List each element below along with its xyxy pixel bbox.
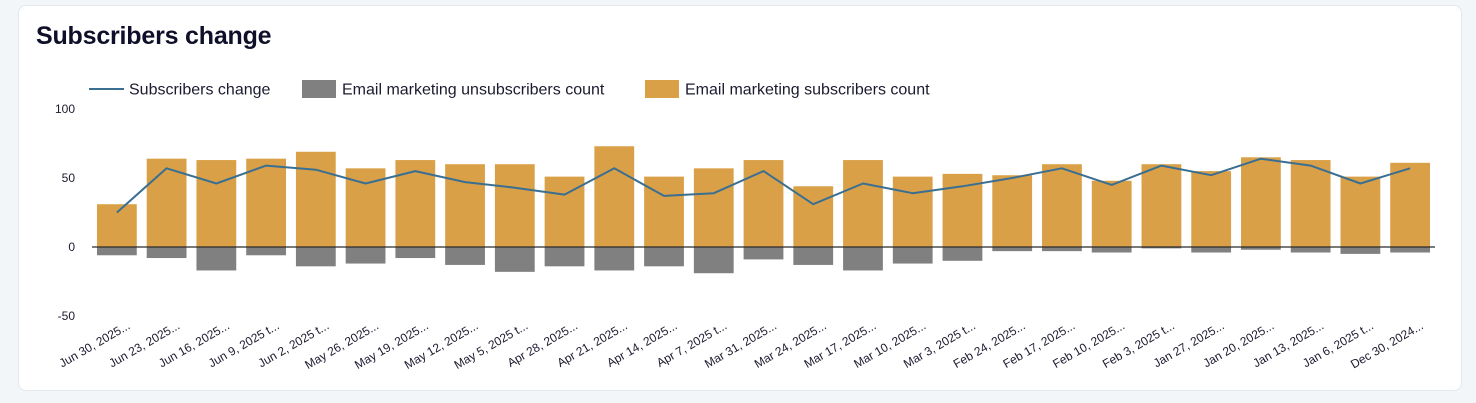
bar-unsubscribers[interactable]: [295, 247, 336, 267]
bar-unsubscribers[interactable]: [892, 247, 933, 264]
bar-unsubscribers[interactable]: [1340, 247, 1381, 254]
bar-unsubscribers[interactable]: [594, 247, 635, 271]
bar-unsubscribers[interactable]: [843, 247, 883, 271]
bar-unsubscribers[interactable]: [345, 247, 386, 264]
bar-unsubscribers[interactable]: [1042, 247, 1082, 252]
bar-unsubscribers[interactable]: [992, 247, 1033, 252]
bar-subscribers[interactable]: [594, 146, 635, 247]
bar-subscribers[interactable]: [1141, 164, 1182, 247]
card-title: Subscribers change: [36, 22, 272, 50]
bar-unsubscribers[interactable]: [96, 247, 137, 256]
y-tick-label: -50: [58, 309, 76, 323]
chart: Subscribers change Email marketing unsubs…: [55, 80, 1435, 372]
bar-subscribers[interactable]: [1241, 157, 1281, 247]
legend-label[interactable]: Email marketing unsubscribers count: [342, 82, 605, 99]
bar-subscribers[interactable]: [1091, 180, 1132, 247]
bar-unsubscribers[interactable]: [1191, 247, 1232, 253]
bar-unsubscribers[interactable]: [743, 247, 784, 260]
bar-unsubscribers[interactable]: [246, 247, 286, 256]
bar-subscribers[interactable]: [1290, 160, 1331, 247]
legend-sub-swatch[interactable]: [645, 80, 679, 98]
bar-subscribers[interactable]: [246, 158, 286, 247]
bar-subscribers[interactable]: [743, 160, 784, 247]
bar-unsubscribers[interactable]: [445, 247, 485, 265]
legend-label[interactable]: Subscribers change: [129, 82, 271, 99]
bar-subscribers[interactable]: [992, 175, 1033, 247]
bar-unsubscribers[interactable]: [1091, 247, 1132, 253]
bar-unsubscribers[interactable]: [146, 247, 187, 259]
bar-subscribers[interactable]: [395, 160, 436, 247]
bar-subscribers[interactable]: [96, 204, 137, 247]
bar-subscribers[interactable]: [445, 164, 485, 247]
bar-unsubscribers[interactable]: [644, 247, 684, 267]
y-tick-label: 0: [68, 240, 75, 254]
line-subscribers-change[interactable]: [116, 157, 1411, 214]
bar-unsubscribers[interactable]: [395, 247, 436, 259]
bar-unsubscribers[interactable]: [544, 247, 585, 267]
bar-subscribers[interactable]: [1191, 171, 1232, 247]
y-tick-label: 100: [55, 102, 75, 116]
y-tick-label: 50: [62, 171, 76, 185]
chart-card: Subscribers change Subscribers change Ema…: [18, 5, 1462, 391]
bar-subscribers[interactable]: [494, 164, 535, 247]
bar-subscribers[interactable]: [892, 176, 933, 247]
bar-unsubscribers[interactable]: [494, 247, 535, 272]
bar-unsubscribers[interactable]: [1141, 247, 1182, 249]
bar-unsubscribers[interactable]: [196, 247, 237, 271]
bar-subscribers[interactable]: [345, 168, 386, 247]
bar-unsubscribers[interactable]: [1241, 247, 1281, 250]
bar-unsubscribers[interactable]: [793, 247, 834, 265]
legend-label[interactable]: Email marketing subscribers count: [685, 82, 930, 99]
bar-unsubscribers[interactable]: [942, 247, 983, 261]
bar-subscribers[interactable]: [843, 160, 883, 247]
bar-unsubscribers[interactable]: [1390, 247, 1431, 253]
bar-subscribers[interactable]: [146, 158, 187, 247]
bar-unsubscribers[interactable]: [693, 247, 734, 274]
bar-unsubscribers[interactable]: [1290, 247, 1331, 253]
bar-subscribers[interactable]: [295, 151, 336, 247]
bar-subscribers[interactable]: [1042, 164, 1082, 247]
bar-subscribers[interactable]: [1390, 162, 1431, 247]
bar-subscribers[interactable]: [1340, 176, 1381, 247]
legend-unsub-swatch[interactable]: [302, 80, 336, 98]
bar-subscribers[interactable]: [693, 168, 734, 247]
bar-subscribers[interactable]: [196, 160, 237, 247]
